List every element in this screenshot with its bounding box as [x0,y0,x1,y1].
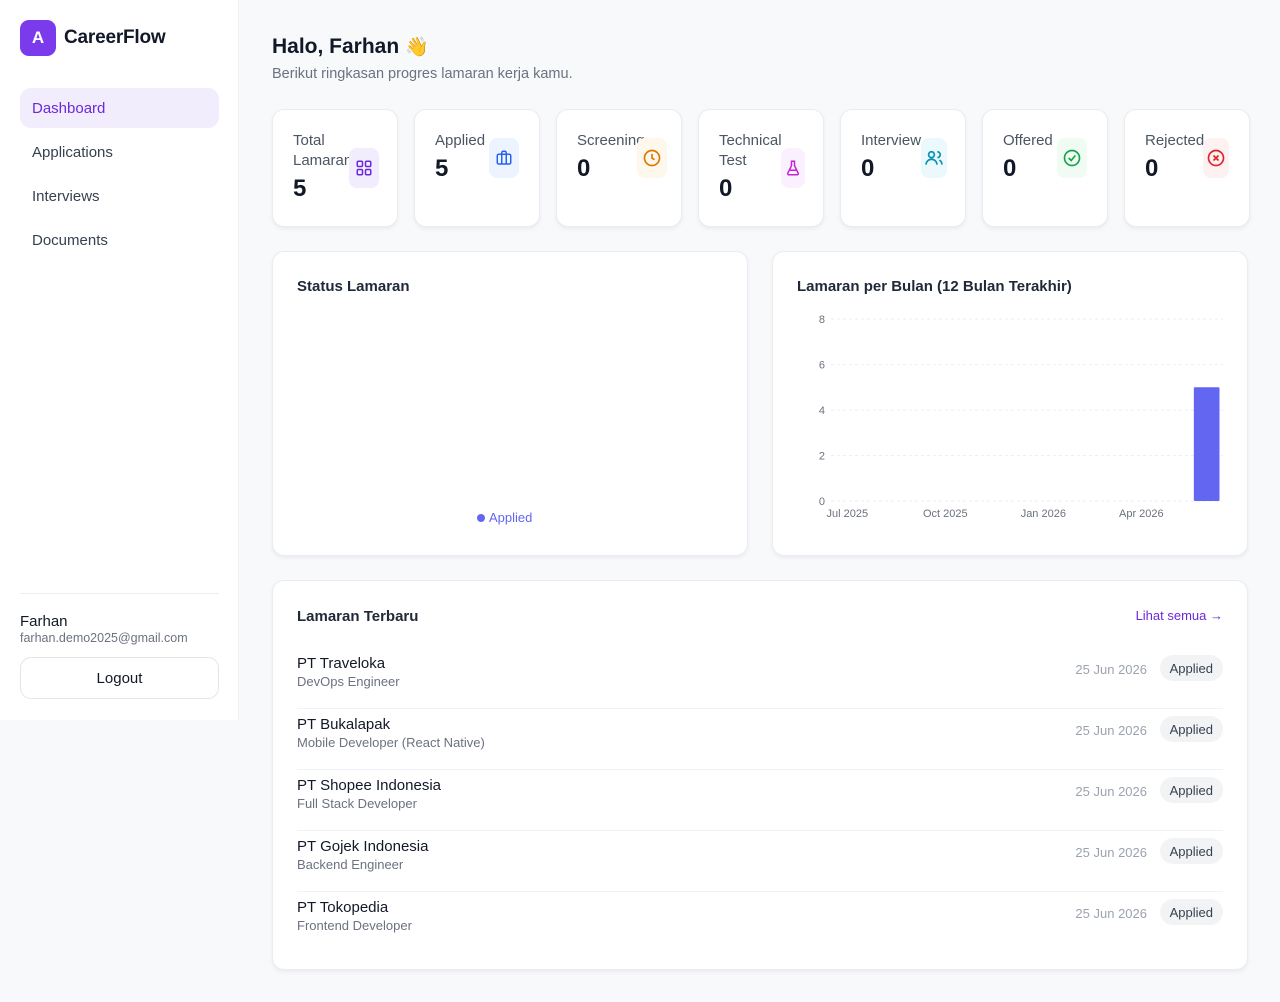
grid-icon [349,148,379,188]
row-role: Backend Engineer [297,857,404,872]
legend-label: Applied [489,510,533,525]
stat-label: Total Lamaran [293,132,353,169]
stat-label: Applied [435,132,486,149]
users-icon [921,138,947,178]
wave-icon: 👋 [405,37,429,58]
main-content: Halo, Farhan 👋 Berikut ringkasan progres… [272,32,1250,970]
logout-button[interactable]: Logout [20,657,219,699]
stat-value: 5 [293,175,307,202]
row-company: PT Tokopedia [297,899,389,916]
stat-card-offered: Offered 0 [982,109,1108,227]
row-date: 25 Jun 2026 [1075,723,1147,738]
x-circle-icon [1203,138,1229,178]
table-row[interactable]: PT Traveloka DevOps Engineer 25 Jun 2026… [297,648,1223,709]
table-row[interactable]: PT Bukalapak Mobile Developer (React Nat… [297,709,1223,770]
stat-value: 0 [1003,155,1017,182]
stat-label: Rejected [1145,132,1205,149]
stat-card-technical-test: Technical Test 0 [698,109,824,227]
monthly-chart-card: Lamaran per Bulan (12 Bulan Terakhir) 0 2… [772,251,1248,556]
user-panel: Farhan farhan.demo2025@gmail.com Logout [20,593,219,699]
stat-value: 0 [719,175,733,202]
stat-label: Interview [861,132,922,149]
sidebar-item-documents[interactable]: Documents [32,231,108,249]
stats-row: Total Lamaran 5 Applied 5 Screening 0 Te… [272,109,1250,227]
status-badge: Applied [1159,838,1223,864]
recent-title: Lamaran Terbaru [297,608,419,625]
row-date: 25 Jun 2026 [1075,906,1147,921]
table-row[interactable]: PT Shopee Indonesia Full Stack Developer… [297,770,1223,831]
page-subtitle: Berikut ringkasan progres lamaran kerja … [272,66,573,82]
row-date: 25 Jun 2026 [1075,845,1147,860]
row-role: DevOps Engineer [297,674,400,689]
x-tick-label: Apr 2026 [1119,508,1164,520]
clock-icon [637,138,667,178]
x-tick-label: Jan 2026 [1021,508,1066,520]
sidebar-item-interviews[interactable]: Interviews [32,187,100,205]
bar-jun-2026 [1193,387,1220,501]
y-tick-label: 8 [819,314,825,326]
row-company: PT Bukalapak [297,716,391,733]
stat-card-interview: Interview 0 [840,109,966,227]
status-card: Status Lamaran Applied [272,251,748,556]
x-tick-label: Oct 2025 [923,508,968,520]
status-card-title: Status Lamaran [297,278,410,295]
user-name: Farhan [20,613,68,630]
stat-value: 0 [1145,155,1159,182]
page-title: Halo, Farhan 👋 [272,32,1248,62]
status-badge: Applied [1159,899,1223,925]
stat-label: Technical Test [719,132,782,169]
briefcase-icon [489,138,519,178]
flask-icon [781,148,805,188]
app-logo: A [20,20,56,56]
status-badge: Applied [1159,777,1223,803]
row-company: PT Gojek Indonesia [297,838,429,855]
stat-card-rejected: Rejected 0 [1124,109,1250,227]
y-tick-label: 4 [819,405,825,417]
stat-card-applied: Applied 5 [414,109,540,227]
y-tick-label: 6 [819,360,825,372]
app-name: CareerFlow [64,27,166,48]
stat-card-screening: Screening 0 [556,109,682,227]
table-row[interactable]: PT Tokopedia Frontend Developer 25 Jun 2… [297,892,1223,953]
row-company: PT Traveloka [297,655,386,672]
row-company: PT Shopee Indonesia [297,777,442,794]
sidebar-item-dashboard[interactable]: Dashboard [20,88,219,128]
see-all-link[interactable]: Lihat semua → [1135,608,1223,623]
greeting-text: Halo, Farhan [272,35,400,58]
monthly-card-title: Lamaran per Bulan (12 Bulan Terakhir) [797,278,1072,295]
row-role: Full Stack Developer [297,796,417,811]
check-circle-icon [1057,138,1087,178]
status-badge: Applied [1159,716,1223,742]
row-role: Mobile Developer (React Native) [297,735,485,750]
sidebar: A CareerFlow Dashboard Applications Inte… [0,0,239,720]
stat-value: 0 [861,155,875,182]
sidebar-item-applications[interactable]: Applications [32,143,113,161]
row-date: 25 Jun 2026 [1075,784,1147,799]
stat-card-total: Total Lamaran 5 [272,109,398,227]
y-tick-label: 2 [819,451,825,463]
stat-label: Screening [577,132,645,149]
stat-label: Offered [1003,132,1053,149]
sidebar-nav: Dashboard Applications Interviews Docume… [20,88,219,264]
legend-dot [477,513,485,522]
user-email: farhan.demo2025@gmail.com [20,631,188,645]
stat-value: 5 [435,155,449,182]
status-badge: Applied [1159,655,1223,681]
y-tick-label: 0 [819,496,825,508]
status-legend[interactable]: Applied [477,510,532,525]
brand[interactable]: A CareerFlow [20,20,166,56]
row-role: Frontend Developer [297,918,412,933]
row-date: 25 Jun 2026 [1075,662,1147,677]
x-tick-label: Jul 2025 [827,508,869,520]
stat-value: 0 [577,155,591,182]
recent-applications-card: Lamaran Terbaru Lihat semua → PT Travelo… [272,580,1248,970]
table-row[interactable]: PT Gojek Indonesia Backend Engineer 25 J… [297,831,1223,892]
monthly-bar-chart: 0 2 4 6 8 Jul 2025 Oct 2025 Jan 2026 Apr 2026 [819,314,1223,520]
